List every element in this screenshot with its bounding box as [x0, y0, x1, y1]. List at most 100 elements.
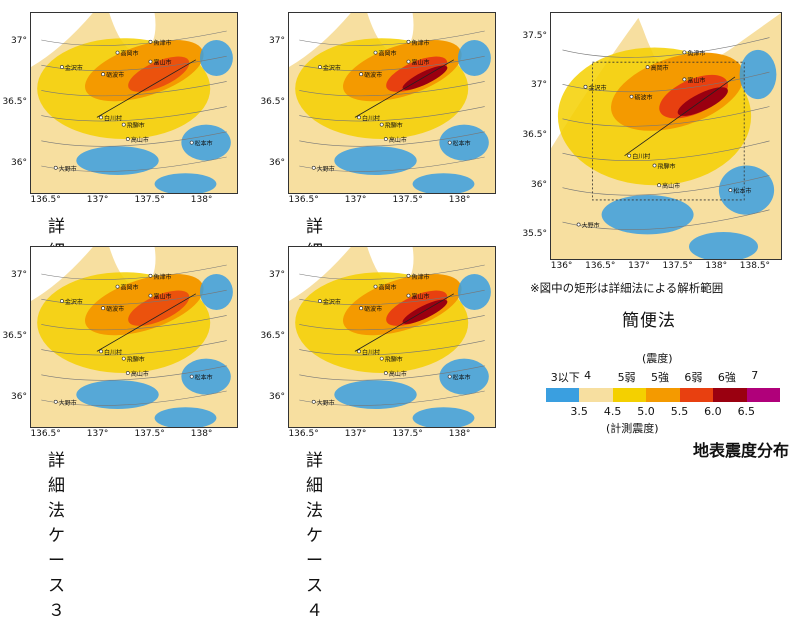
city-label: 大野市 — [317, 165, 335, 173]
x-tick-label: 137° — [86, 429, 109, 439]
city-marker: 富山市 — [406, 293, 429, 301]
city-label: 飛騨市 — [127, 122, 145, 130]
city-marker: 富山市 — [682, 76, 705, 84]
city-marker: 砺波市 — [629, 94, 653, 102]
city-label: 魚津市 — [411, 39, 429, 47]
y-tick-label: 36° — [269, 157, 285, 168]
city-label: 高山市 — [389, 370, 407, 378]
city-marker: 魚津市 — [406, 273, 429, 281]
y-tick-label: 36° — [11, 157, 27, 168]
legend-value-label: 3.5 — [570, 405, 588, 418]
legend-value-label: 4.5 — [603, 405, 622, 418]
y-tick-label: 37° — [269, 36, 285, 47]
legend-header: (震度) — [642, 352, 673, 365]
city-marker: 魚津市 — [148, 273, 171, 281]
legend-swatch — [713, 388, 747, 402]
map-case1: 魚津市高岡市富山市金沢市砺波市白川村 飛騨市高山市松本市大野市 — [30, 12, 238, 194]
y-tick-label: 36° — [11, 391, 27, 402]
city-label: 魚津市 — [153, 39, 171, 47]
city-marker: 大野市 — [311, 165, 335, 173]
legend-value-label: 5.0 — [637, 405, 655, 418]
y-tick-label: 37° — [11, 270, 27, 281]
city-marker: 金沢市 — [583, 84, 607, 92]
city-marker: 飛騨市 — [379, 356, 403, 364]
city-marker: 白川村 — [357, 348, 380, 356]
city-marker: 大野市 — [53, 399, 77, 407]
city-label: 白川村 — [104, 348, 122, 356]
city-marker: 松本市 — [189, 140, 213, 148]
city-marker: 白川村 — [99, 114, 122, 122]
x-tick-label: 136° — [550, 261, 573, 271]
x-tick-label: 138° — [448, 195, 471, 205]
city-label: 金沢市 — [65, 298, 83, 306]
city-marker: 砺波市 — [359, 305, 382, 313]
city-label: 魚津市 — [411, 273, 429, 281]
city-label: 大野市 — [582, 222, 600, 230]
city-label: 大野市 — [59, 165, 77, 173]
x-tick-label: 137.5° — [134, 195, 165, 205]
city-label: 松本市 — [195, 140, 213, 148]
legend-swatch — [612, 388, 647, 402]
city-marker: 松本市 — [447, 374, 471, 382]
city-label: 高岡市 — [379, 284, 397, 292]
legend-value-label: 6.5 — [737, 405, 756, 418]
y-tick-label: 36.5° — [260, 97, 285, 107]
map-case2: 魚津市 高岡市 富山市 金沢市 砺波市 白川村 飛騨市 高山市 松本市 大野市 — [288, 12, 496, 194]
city-label: 砺波市 — [364, 305, 382, 313]
city-marker: 富山市 — [148, 59, 171, 67]
city-marker: 高山市 — [125, 136, 149, 144]
city-marker: 白川村 — [627, 153, 650, 161]
city-marker: 金沢市 — [317, 64, 341, 72]
x-tick-label: 136.5° — [288, 429, 319, 439]
x-tick-label: 138.5° — [739, 261, 771, 271]
city-label: 富山市 — [411, 59, 429, 67]
x-tick-label: 137.5° — [662, 261, 693, 271]
map-case3: 魚津市 高岡市 富山市 金沢市 砺波市 白川村 飛騨市 高山市 松本市 大野市 — [30, 246, 238, 428]
y-tick-label: 36.5° — [260, 331, 285, 341]
city-label: 富山市 — [411, 293, 429, 301]
city-label: 松本市 — [733, 187, 751, 195]
legend-intensity-label: 6弱 — [684, 371, 703, 384]
city-marker: 魚津市 — [406, 39, 429, 47]
city-label: 金沢市 — [589, 84, 607, 92]
city-label: 砺波市 — [106, 305, 124, 313]
city-label: 金沢市 — [65, 64, 83, 72]
city-label: 富山市 — [687, 76, 705, 84]
city-marker: 飛騨市 — [652, 163, 676, 171]
city-marker: 高岡市 — [115, 50, 139, 58]
city-label: 金沢市 — [323, 298, 341, 306]
x-tick-label: 138° — [705, 261, 728, 271]
city-label: 大野市 — [317, 399, 335, 407]
x-tick-label: 137.5° — [134, 429, 165, 439]
x-tick-label: 137.5° — [392, 195, 423, 205]
y-tick-label: 36° — [531, 179, 547, 190]
city-label: 高山市 — [131, 370, 149, 378]
legend-swatch — [546, 388, 580, 402]
city-marker: 砺波市 — [101, 71, 124, 79]
city-label: 大野市 — [59, 399, 77, 407]
city-marker: 高岡市 — [645, 64, 669, 72]
city-label: 富山市 — [153, 293, 171, 301]
legend-intensity-label: 4 — [584, 369, 592, 382]
analysis-range-note: ※図中の矩形は詳細法による解析範囲 — [530, 281, 724, 295]
y-tick-label: 36.5° — [522, 130, 547, 140]
city-marker: 高岡市 — [373, 284, 397, 292]
city-marker: 大野市 — [53, 165, 77, 173]
x-tick-label: 136.5° — [288, 195, 319, 205]
legend-swatch — [579, 388, 613, 402]
x-tick-label: 138° — [190, 429, 213, 439]
city-label: 高岡市 — [121, 50, 139, 58]
city-label: 白川村 — [362, 114, 380, 122]
city-label: 飛騨市 — [385, 356, 403, 364]
city-label: 白川村 — [104, 114, 122, 122]
city-marker: 砺波市 — [359, 71, 382, 79]
caption-case3: 詳細法ケース３ — [48, 451, 66, 621]
city-marker: 金沢市 — [59, 64, 83, 72]
x-tick-label: 137° — [86, 195, 109, 205]
legend-intensity-label: 5強 — [651, 371, 669, 384]
map-simple: 魚津市 高岡市 富山市 金沢市 砺波市 白川村 飛騨市 高山市 松本市 大野市 — [550, 12, 782, 260]
y-tick-label: 36.5° — [2, 331, 27, 341]
city-label: 金沢市 — [323, 64, 341, 72]
city-label: 松本市 — [453, 374, 471, 382]
city-label: 高岡市 — [121, 284, 139, 292]
